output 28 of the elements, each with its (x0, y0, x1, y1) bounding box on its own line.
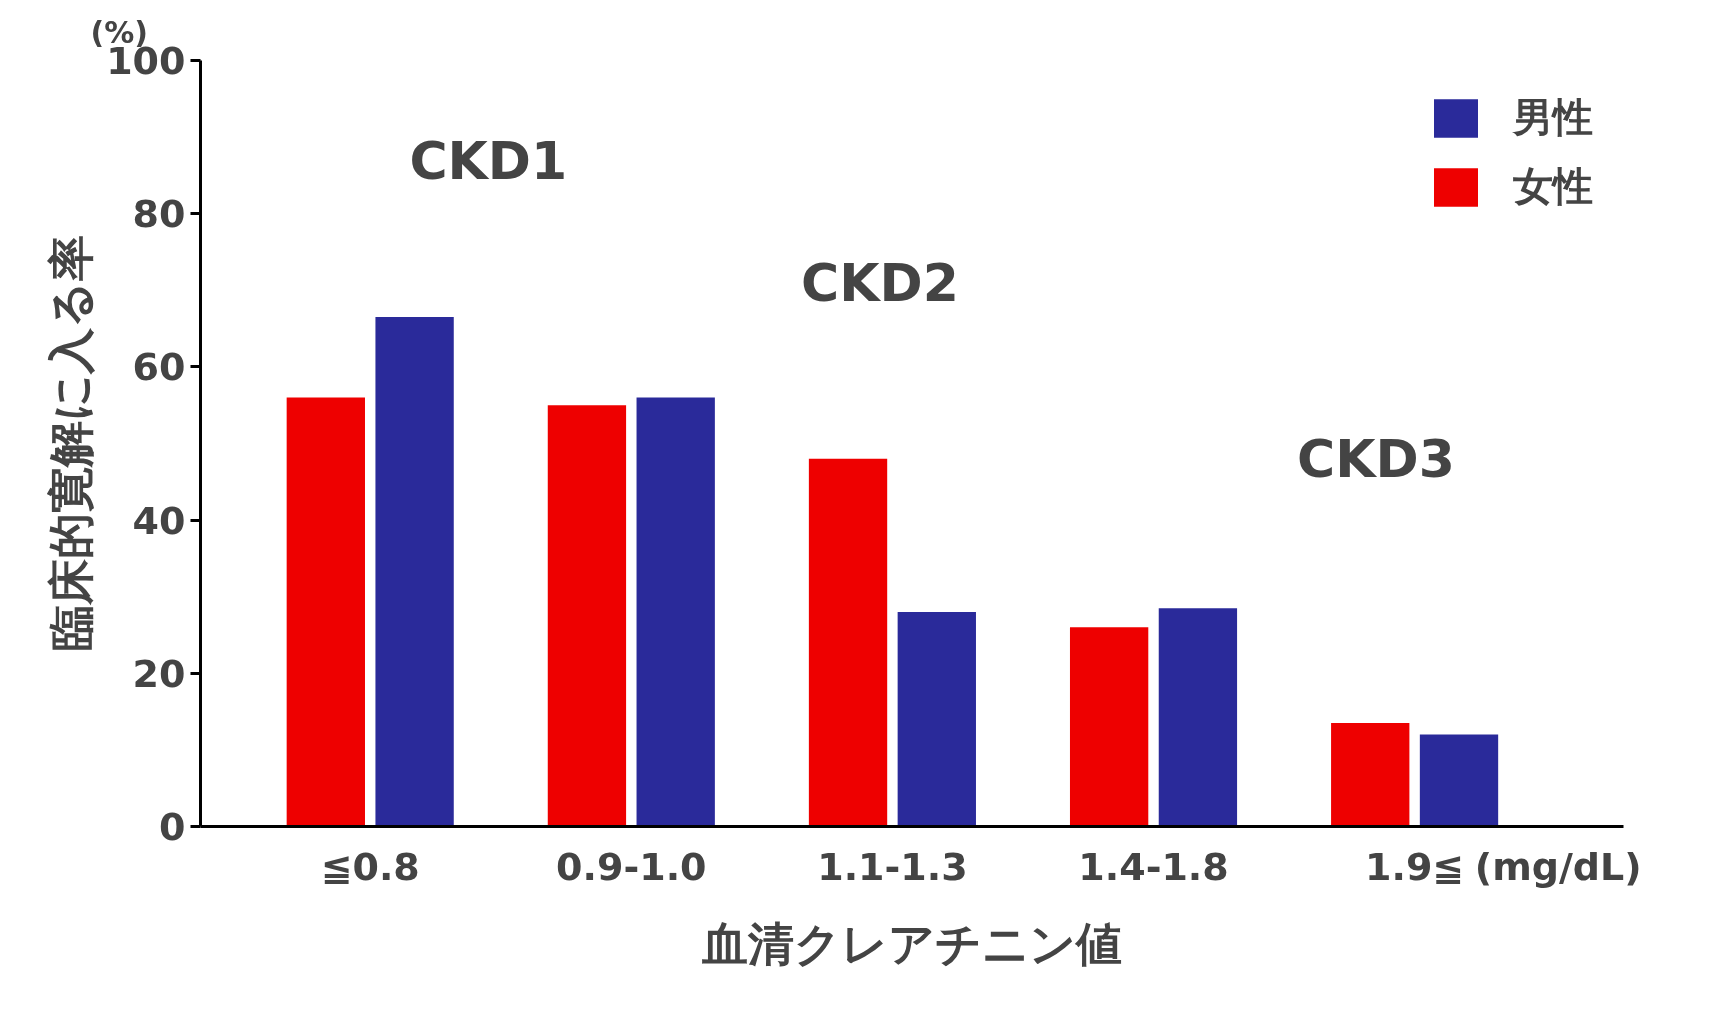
x-axis-title: 血清クレアチニン値 (701, 916, 1122, 971)
bar (286, 397, 365, 827)
y-tick-label: 60 (132, 345, 186, 390)
text: (mg/dL) (1474, 844, 1642, 889)
bar (375, 317, 454, 827)
x-tick-label: 1.4-1.8 (1078, 844, 1229, 889)
bar (1331, 723, 1410, 827)
bar (897, 612, 976, 827)
bar (636, 397, 715, 827)
bar (1158, 608, 1238, 827)
bar (1069, 627, 1149, 827)
y-tick-label: 40 (132, 498, 186, 543)
bar (1419, 734, 1499, 827)
legend-label: 男性 (1513, 93, 1593, 142)
x-tick-label: 1.9≦ (1365, 844, 1465, 889)
x-tick-label: ≦0.8 (320, 844, 420, 889)
y-axis-title: 臨床的寛解に入る率 (44, 235, 99, 652)
y-tick-label: 20 (132, 651, 186, 696)
y-tick-label: 80 (132, 192, 186, 237)
x-tick-label: 0.9-1.0 (556, 844, 707, 889)
annotation: CKD1 (409, 130, 568, 191)
annotation: CKD3 (1297, 429, 1455, 490)
bar (547, 405, 627, 827)
x-tick-label: 1.1-1.3 (817, 844, 968, 889)
annotation: CKD2 (801, 253, 959, 314)
legend-label: 女性 (1513, 162, 1593, 211)
y-tick-label: 0 (159, 805, 186, 849)
bar (808, 458, 888, 827)
